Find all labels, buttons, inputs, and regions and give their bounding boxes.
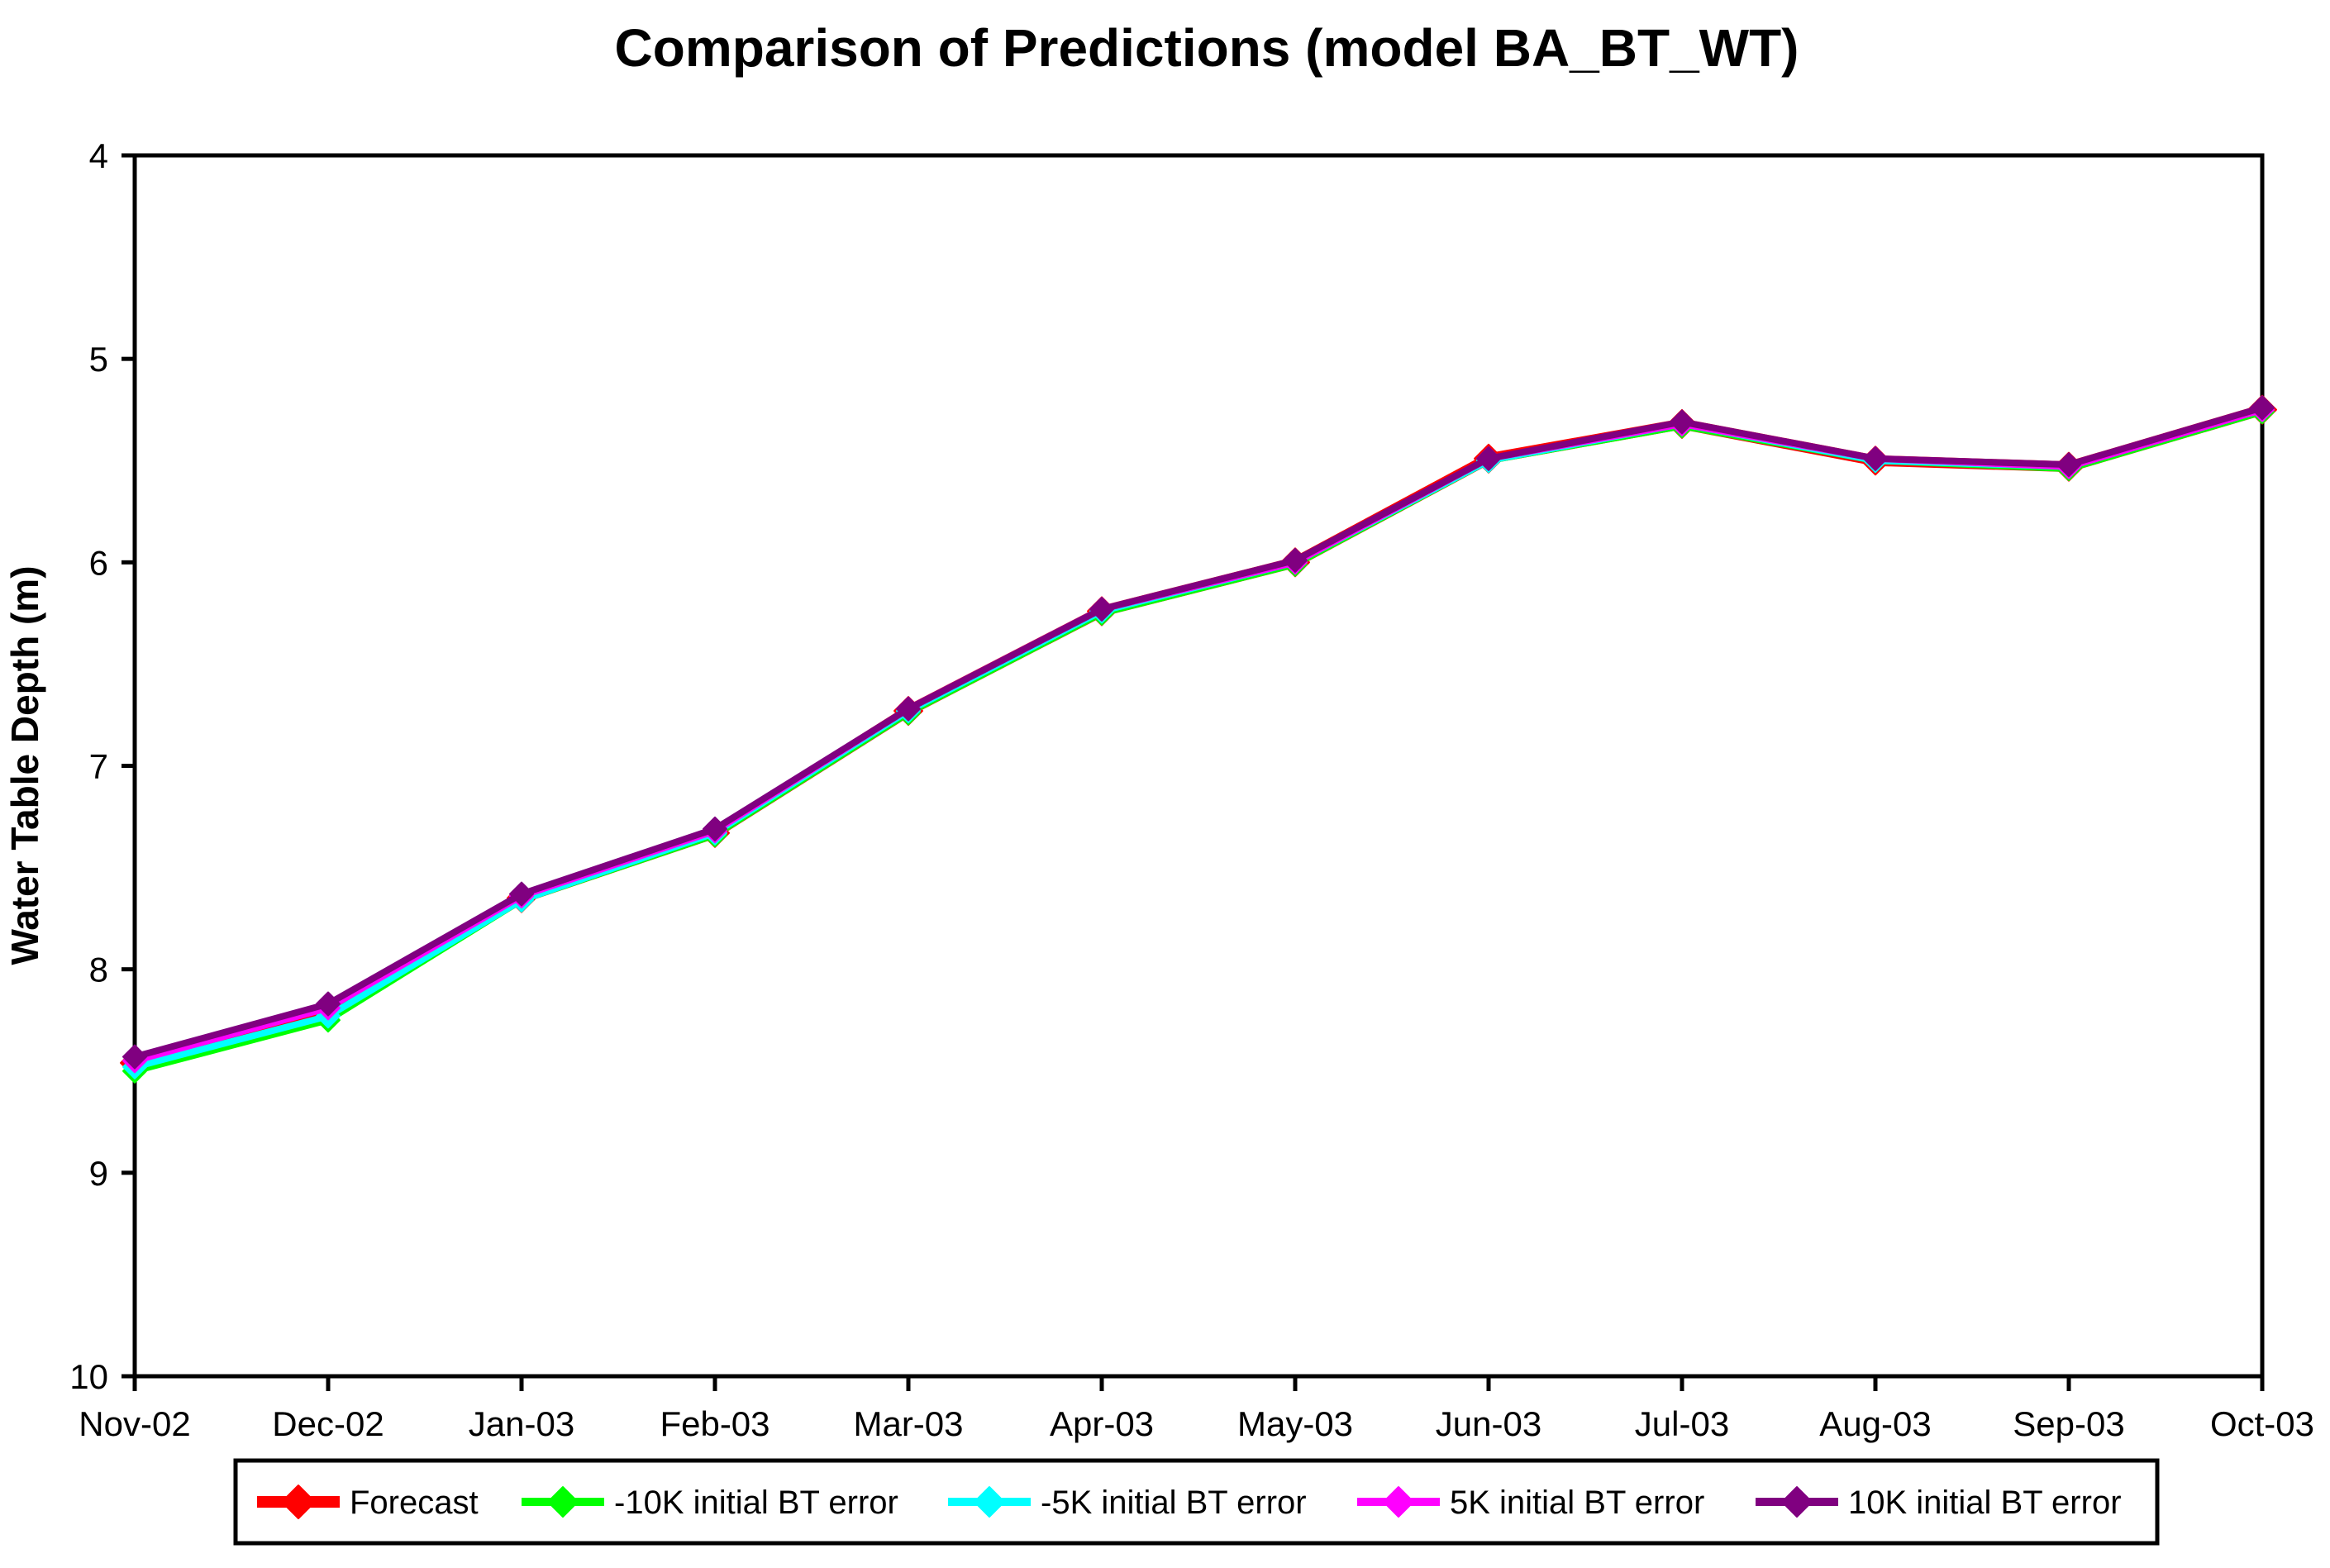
axes-group: 4 5 6 7 8 9 10 Nov-02 Dec-02 Jan-03 Feb-03 Mar-03 Ap…	[69, 136, 2314, 1443]
x-axis-tick-label: Dec-02	[272, 1404, 384, 1443]
legend-label: Forecast	[350, 1485, 479, 1521]
y-axis-tick-label: 6	[89, 543, 108, 582]
y-axis-tick-label: 5	[89, 340, 108, 379]
x-axis-tick-label: Jan-03	[469, 1404, 574, 1443]
legend-marker-icon	[1781, 1486, 1813, 1518]
plot-frame	[132, 153, 2265, 1379]
data-point-marker	[2250, 395, 2275, 421]
legend-marker-icon	[974, 1486, 1005, 1518]
y-axis-tick-label: 8	[89, 951, 108, 989]
data-point-marker	[1283, 547, 1308, 573]
series-2	[122, 399, 2275, 1084]
legend-label: 5K initial BT error	[1450, 1485, 1704, 1521]
y-axis-tick-label: 10	[69, 1357, 108, 1396]
legend-label: -5K initial BT error	[1041, 1485, 1307, 1521]
series-group	[120, 394, 2277, 1084]
x-axis-tick-label: Oct-03	[2210, 1404, 2314, 1443]
series-line	[129, 404, 2268, 1069]
y-axis-tick-label: 4	[89, 136, 108, 175]
data-point-marker	[1863, 446, 1888, 471]
data-point-marker	[1670, 409, 1694, 435]
legend-item: 5K initial BT error	[1357, 1485, 1704, 1521]
series-4	[122, 397, 2275, 1074]
data-point-marker	[509, 881, 534, 907]
y-axis-title: Water Table Depth (m)	[3, 565, 46, 965]
legend-marker-icon	[547, 1486, 579, 1518]
data-point-marker	[122, 1044, 147, 1070]
legend-marker-icon	[281, 1485, 316, 1519]
x-axis-tick-label: Aug-03	[1819, 1404, 1931, 1443]
y-axis-tick-label: 9	[89, 1154, 108, 1193]
series-line	[131, 406, 2266, 1065]
x-axis-tick-label: Sep-03	[2013, 1404, 2124, 1443]
data-point-marker	[703, 816, 727, 841]
data-point-marker	[2056, 452, 2081, 478]
legend-item: 10K initial BT error	[1756, 1485, 2122, 1521]
series-line	[131, 408, 2266, 1075]
legend-item: -5K initial BT error	[948, 1485, 1307, 1521]
series-1	[120, 394, 2277, 1078]
series-5	[122, 395, 2275, 1070]
data-point-marker	[896, 696, 921, 722]
legend-marker-icon	[1383, 1486, 1414, 1518]
data-point-marker	[1476, 446, 1501, 471]
y-axis-tick-label: 7	[89, 747, 108, 786]
x-axis-tick-label: Mar-03	[853, 1404, 963, 1443]
chart-title: Comparison of Predictions (model BA_BT_W…	[615, 18, 1799, 78]
x-axis-tick-label: Jul-03	[1635, 1404, 1729, 1443]
x-axis-tick-label: Feb-03	[660, 1404, 770, 1443]
x-axis-tick-label: Apr-03	[1050, 1404, 1154, 1443]
data-point-marker	[316, 991, 341, 1017]
x-axis-tick-label: May-03	[1237, 1404, 1353, 1443]
legend-label: -10K initial BT error	[614, 1485, 898, 1521]
series-line	[131, 406, 2266, 1070]
series-line	[131, 404, 2266, 1060]
legend-item: -10K initial BT error	[522, 1485, 898, 1521]
data-point-marker	[1089, 596, 1114, 622]
x-axis-tick-label: Jun-03	[1436, 1404, 1541, 1443]
legend-group: Forecast -10K initial BT error -5K initial…	[233, 1458, 2160, 1546]
legend-item: Forecast	[257, 1485, 479, 1521]
x-axis-tick-label: Nov-02	[79, 1404, 190, 1443]
series-3	[122, 397, 2275, 1079]
legend-label: 10K initial BT error	[1848, 1485, 2122, 1521]
